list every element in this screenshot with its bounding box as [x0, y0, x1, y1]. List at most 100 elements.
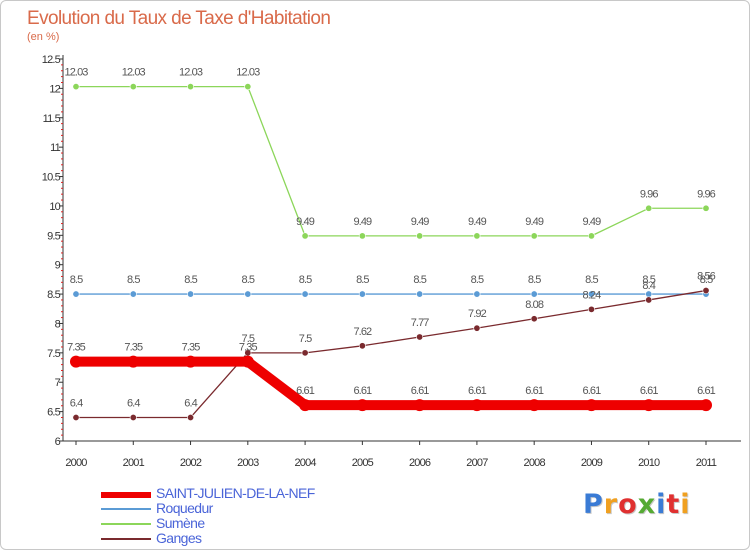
x-tick-label: 2003 [237, 457, 259, 469]
logo-letter: P [583, 489, 604, 520]
data-label-saint-julien: 7.35 [239, 342, 258, 354]
data-label-ganges: 7.5 [242, 333, 255, 345]
data-label-saint-julien: 6.61 [525, 385, 544, 397]
data-label-sumene: 9.96 [640, 188, 659, 200]
data-label-ganges: 6.4 [184, 397, 197, 409]
data-point-saint-julien [585, 399, 598, 412]
data-label-sumene: 9.49 [353, 216, 372, 228]
y-tick-label: 6.5 [47, 407, 61, 419]
data-point-ganges [530, 315, 538, 323]
data-point-ganges [358, 342, 366, 350]
y-tick-label: 10.5 [42, 172, 61, 184]
data-label-sumene: 9.49 [525, 216, 544, 228]
data-point-sumene [244, 83, 252, 91]
x-tick-label: 2011 [696, 457, 717, 469]
data-label-roquedur: 8.5 [184, 274, 197, 286]
data-point-ganges [301, 349, 309, 357]
data-label-ganges: 8.24 [583, 289, 602, 301]
data-label-roquedur: 8.5 [700, 274, 713, 286]
data-point-saint-julien [642, 399, 655, 412]
data-label-ganges: 7.5 [299, 333, 312, 345]
x-tick-label: 2004 [294, 457, 316, 469]
y-tick-label: 9.5 [47, 230, 61, 242]
data-point-ganges [473, 324, 481, 332]
logo-letter: r [603, 489, 619, 520]
data-labels-layer: 12.03 12.03 12.03 12.03 9.49 9.49 9.49 9.49 9.49… [64, 67, 716, 410]
data-label-saint-julien: 7.35 [67, 342, 86, 354]
legend-label-saint-julien: SAINT-JULIEN-DE-LA-NEF [156, 485, 315, 501]
chart-subtitle: (en %) [27, 31, 60, 43]
data-point-sumene [530, 232, 538, 240]
x-tick-label: 2005 [352, 457, 374, 469]
data-point-sumene [702, 204, 710, 212]
data-point-roquedur [416, 290, 424, 298]
data-label-roquedur: 8.5 [413, 274, 426, 286]
data-point-ganges [129, 413, 137, 421]
data-label-ganges: 6.4 [127, 397, 140, 409]
legend-swatch-roquedur [101, 508, 151, 510]
data-point-roquedur [187, 290, 195, 298]
x-tick-label: 2007 [466, 457, 488, 469]
data-point-sumene [301, 232, 309, 240]
chart-title: Evolution du Taux de Taxe d'Habitation [27, 8, 331, 29]
data-point-roquedur [587, 290, 595, 298]
data-label-saint-julien: 6.61 [468, 385, 487, 397]
data-point-ganges [416, 333, 424, 341]
data-point-ganges [72, 413, 80, 421]
legend-swatch-sumene [101, 523, 151, 525]
data-label-ganges: 6.4 [70, 397, 83, 409]
x-tick-label: 2002 [180, 457, 202, 469]
data-point-saint-julien [356, 399, 369, 412]
x-tick-label: 2008 [524, 457, 546, 469]
data-label-sumene: 9.49 [296, 216, 315, 228]
y-tick-label: 8.5 [47, 289, 61, 301]
data-point-saint-julien [70, 355, 82, 368]
data-label-ganges: 8.56 [697, 271, 716, 283]
data-label-roquedur: 8.5 [528, 274, 541, 286]
x-tick-label: 2000 [65, 457, 87, 469]
data-point-ganges [187, 413, 195, 421]
y-tick-label: 9 [55, 260, 61, 272]
data-label-ganges: 7.62 [353, 326, 372, 338]
data-label-ganges: 8.08 [525, 299, 544, 311]
data-point-sumene [416, 232, 424, 240]
logo-letter: i [656, 489, 667, 520]
data-label-ganges: 7.92 [468, 308, 487, 320]
data-point-roquedur [473, 290, 481, 298]
y-tick-label: 7 [55, 377, 61, 389]
data-point-sumene [645, 204, 653, 212]
data-label-sumene: 9.49 [411, 216, 430, 228]
logo-letter: t [666, 489, 681, 520]
data-label-saint-julien: 6.61 [296, 385, 315, 397]
legend-label-sumene: Sumène [156, 515, 205, 531]
data-label-roquedur: 8.5 [242, 274, 255, 286]
x-tick-label: 2001 [123, 457, 145, 469]
data-label-sumene: 9.49 [583, 216, 602, 228]
legend-swatch-ganges [101, 538, 151, 540]
series-layer [70, 83, 712, 421]
data-label-saint-julien: 6.61 [697, 385, 716, 397]
data-label-sumene: 12.03 [236, 67, 260, 79]
data-label-saint-julien: 6.61 [583, 385, 602, 397]
data-label-roquedur: 8.5 [356, 274, 369, 286]
axes: 6 6.5 7 7.5 8 8.5 9 9.5 10 10.5 11 11.5 12 12.5 2000 20… [42, 54, 741, 469]
data-label-sumene: 12.03 [122, 67, 146, 79]
data-point-saint-julien [184, 355, 197, 368]
data-label-roquedur: 8.5 [642, 274, 655, 286]
data-point-saint-julien [413, 399, 426, 412]
data-label-ganges: 8.4 [642, 280, 655, 292]
data-point-sumene [473, 232, 481, 240]
y-tick-label: 11 [50, 142, 61, 154]
logo-letter: x [637, 489, 657, 520]
data-point-saint-julien [700, 399, 712, 412]
data-point-roquedur [358, 290, 366, 298]
data-label-sumene: 12.03 [179, 67, 203, 79]
data-point-sumene [358, 232, 366, 240]
data-point-ganges [702, 287, 710, 295]
data-point-ganges [587, 305, 595, 313]
series-line-saint-julien [76, 356, 706, 411]
y-tick-label: 8 [55, 318, 61, 330]
data-label-sumene: 12.03 [64, 67, 88, 79]
